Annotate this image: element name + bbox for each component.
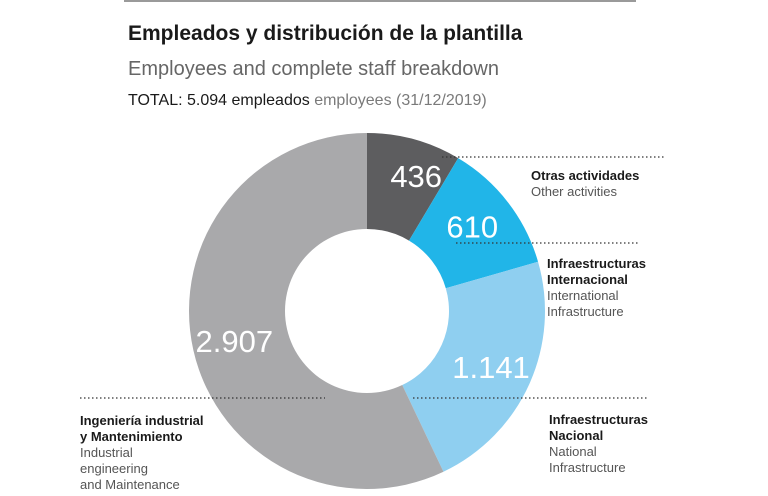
total-employees: TOTAL: 5.094 empleados employees (31/12/…	[128, 92, 487, 110]
value-national-infrastructure: 1.141	[452, 350, 530, 385]
value-international-infrastructure: 610	[446, 210, 498, 245]
total-label-es: TOTAL: 5.094 empleados	[128, 92, 310, 109]
label-intl-es-1: Infraestructuras	[547, 256, 646, 271]
label-nac-en-2: Infrastructure	[549, 460, 626, 475]
label-other-activities-en: Other activities	[531, 184, 617, 199]
label-nac-en-1: National	[549, 444, 597, 459]
slice-national-infrastructure	[402, 261, 545, 472]
label-intl-en-2: Infrastructure	[547, 304, 624, 319]
label-ing-es-1: Ingeniería industrial	[80, 413, 204, 428]
value-other-activities: 436	[390, 159, 442, 194]
total-label-en: employees (31/12/2019)	[314, 92, 487, 109]
label-ing-es-2: y Mantenimiento	[80, 429, 183, 444]
label-other-activities: Otras actividades Other activities	[531, 168, 639, 200]
slice-industrial-engineering	[189, 133, 444, 489]
chart-subtitle: Employees and complete staff breakdown	[128, 58, 499, 80]
label-intl-en-1: International	[547, 288, 619, 303]
chart-title: Empleados y distribución de la plantilla	[128, 22, 523, 45]
slice-international-infrastructure	[409, 158, 539, 289]
top-rule	[124, 0, 636, 2]
label-international-infrastructure: Infraestructuras Internacional Internati…	[547, 256, 646, 320]
slice-other-activities	[367, 133, 459, 241]
label-other-activities-es: Otras actividades	[531, 168, 640, 183]
label-national-infrastructure: Infraestructuras Nacional National Infra…	[549, 412, 648, 476]
value-industrial-engineering: 2.907	[196, 324, 274, 359]
label-ing-en-2: engineering	[80, 461, 148, 476]
label-ing-en-3: and Maintenance	[80, 477, 180, 492]
label-intl-es-2: Internacional	[547, 272, 628, 287]
label-nac-es-2: Nacional	[549, 428, 604, 443]
label-nac-es-1: Infraestructuras	[549, 412, 648, 427]
label-ing-en-1: Industrial	[80, 445, 133, 460]
label-industrial-engineering: Ingeniería industrial y Mantenimiento In…	[80, 413, 204, 493]
